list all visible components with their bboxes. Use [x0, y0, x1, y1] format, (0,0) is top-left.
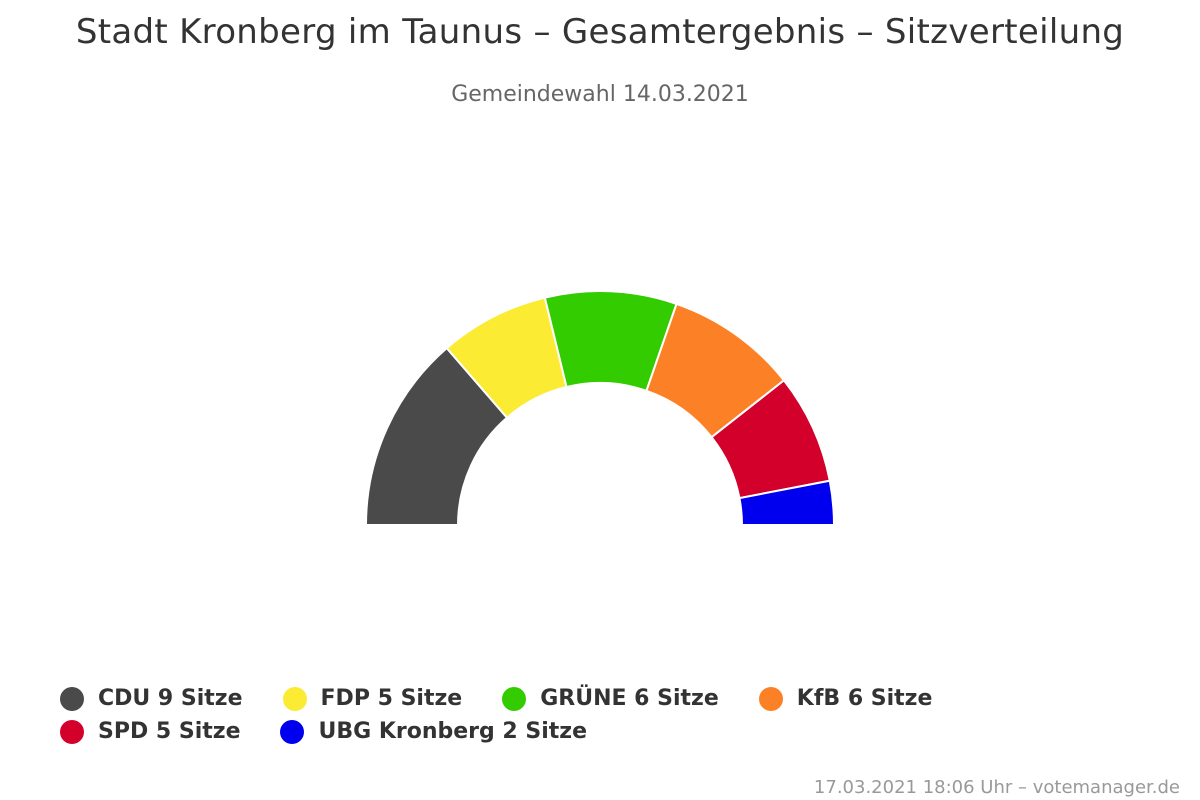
- legend-marker-icon: [282, 686, 307, 711]
- legend-label: FDP 5 Sitze: [320, 686, 463, 711]
- slice-ubg-kronberg[interactable]: [738, 479, 836, 526]
- legend-marker-icon: [502, 686, 527, 711]
- legend-marker-icon: [758, 686, 783, 711]
- chart-subtitle: Gemeindewahl 14.03.2021: [451, 82, 749, 107]
- legend-marker-icon: [60, 686, 84, 711]
- seat-distribution-chart: [364, 290, 836, 526]
- legend-item-ubg-kronberg[interactable]: UBG Kronberg 2 Sitze: [280, 719, 587, 744]
- legend-label: KfB 6 Sitze: [796, 686, 933, 711]
- legend-label: GRÜNE 6 Sitze: [540, 686, 719, 711]
- legend-item-gr-ne[interactable]: GRÜNE 6 Sitze: [502, 686, 719, 711]
- legend-label: SPD 5 Sitze: [98, 719, 241, 744]
- legend-marker-icon: [280, 719, 305, 744]
- chart-legend: CDU 9 Sitze FDP 5 Sitze GRÜNE 6 Sitze KfB 6…: [60, 686, 1160, 744]
- legend-item-fdp[interactable]: FDP 5 Sitze: [282, 686, 463, 711]
- chart-title: Stadt Kronberg im Taunus – Gesamtergebni…: [75, 12, 1125, 52]
- legend-label: CDU 9 Sitze: [98, 686, 243, 711]
- legend-item-kfb[interactable]: KfB 6 Sitze: [758, 686, 933, 711]
- legend-item-spd[interactable]: SPD 5 Sitze: [60, 719, 240, 744]
- legend-label: UBG Kronberg 2 Sitze: [318, 719, 588, 744]
- legend-marker-icon: [60, 719, 84, 744]
- chart-credits[interactable]: 17.03.2021 18:06 Uhr – votemanager.de: [813, 777, 1180, 798]
- legend-item-cdu[interactable]: CDU 9 Sitze: [60, 686, 243, 711]
